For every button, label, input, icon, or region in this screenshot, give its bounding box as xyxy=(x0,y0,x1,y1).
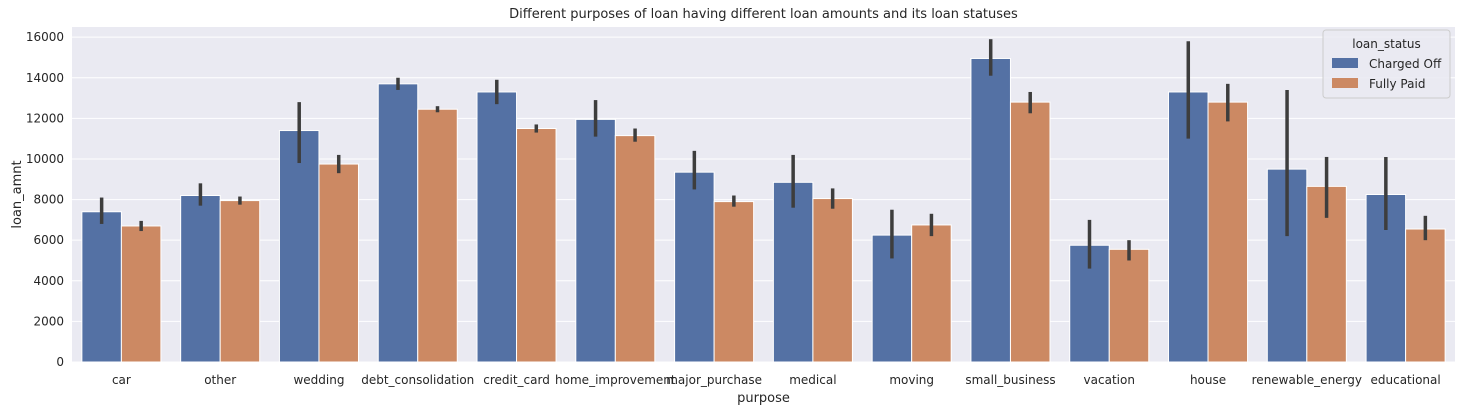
y-tick-label: 4000 xyxy=(33,274,64,288)
y-axis-label: loan_amnt xyxy=(10,160,25,228)
y-tick-labels: 0 2000 4000 6000 8000 10000 12000 14000 16000 xyxy=(26,30,64,369)
y-tick-label: 8000 xyxy=(33,193,64,207)
x-tick-label: renewable_energy xyxy=(1252,373,1362,387)
bar xyxy=(318,163,359,363)
y-tick-label: 10000 xyxy=(26,152,64,166)
x-tick-label: small_business xyxy=(965,373,1055,387)
x-tick-label: vacation xyxy=(1084,373,1135,387)
bar xyxy=(575,118,616,363)
bar xyxy=(1405,228,1446,363)
y-tick-label: 2000 xyxy=(33,314,64,328)
legend-title: loan_status xyxy=(1352,37,1421,51)
x-tick-label: home_improvement xyxy=(555,373,676,387)
bars xyxy=(81,57,1446,363)
legend-label: Charged Off xyxy=(1369,57,1442,71)
bar xyxy=(1207,101,1249,363)
x-tick-label: major_purchase xyxy=(666,373,762,387)
x-tick-label: wedding xyxy=(293,373,344,387)
bar xyxy=(516,128,557,363)
y-tick-label: 0 xyxy=(56,355,64,369)
x-tick-label: house xyxy=(1190,373,1226,387)
legend-swatch xyxy=(1332,58,1358,68)
x-tick-label: car xyxy=(112,373,131,387)
y-tick-label: 12000 xyxy=(26,111,64,125)
bar xyxy=(476,91,518,363)
bar xyxy=(911,224,952,363)
bar xyxy=(81,211,122,363)
x-tick-label: credit_card xyxy=(483,373,550,387)
bar xyxy=(417,108,458,363)
bar xyxy=(1069,244,1110,363)
bar xyxy=(377,83,419,363)
legend: loan_status Charged Off Fully Paid xyxy=(1322,29,1451,99)
bar xyxy=(713,201,755,363)
bar xyxy=(674,171,715,363)
y-tick-label: 14000 xyxy=(26,71,64,85)
bar xyxy=(614,135,656,363)
x-tick-labels: car other wedding debt_consolidation credit_… xyxy=(112,373,1441,387)
x-tick-label: other xyxy=(204,373,236,387)
bar xyxy=(278,130,320,363)
x-tick-label: moving xyxy=(889,373,934,387)
chart-title: Different purposes of loan having differ… xyxy=(509,7,1018,22)
bar xyxy=(120,225,162,363)
legend-swatch xyxy=(1332,78,1358,88)
x-tick-label: debt_consolidation xyxy=(361,373,474,387)
bar xyxy=(180,195,221,363)
x-tick-label: medical xyxy=(789,373,836,387)
bar xyxy=(1009,101,1051,363)
y-tick-label: 16000 xyxy=(26,30,64,44)
bar xyxy=(812,198,853,363)
bar xyxy=(970,57,1011,363)
error-bars xyxy=(99,39,1428,269)
y-tick-label: 6000 xyxy=(33,233,64,247)
bar xyxy=(1108,248,1150,363)
bar xyxy=(772,181,814,363)
legend-label: Fully Paid xyxy=(1369,77,1425,91)
x-axis-label: purpose xyxy=(737,391,790,406)
bar xyxy=(219,200,261,363)
x-tick-label: educational xyxy=(1370,373,1440,387)
